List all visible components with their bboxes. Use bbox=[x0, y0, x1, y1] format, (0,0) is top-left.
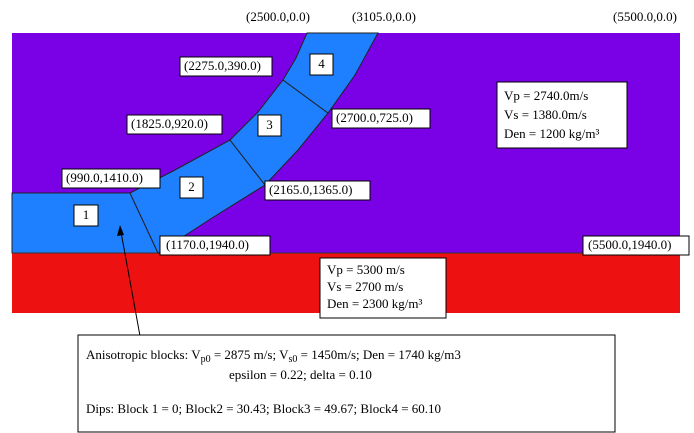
coord-label: (1825.0,920.0) bbox=[131, 116, 208, 131]
block-number: 1 bbox=[83, 207, 90, 222]
block-number: 4 bbox=[318, 56, 325, 71]
property-line: Vp = 5300 m/s bbox=[327, 262, 405, 277]
coord-label: (5500.0,1940.0) bbox=[588, 237, 671, 252]
note-subscript: p0 bbox=[201, 354, 211, 365]
block-number: 3 bbox=[266, 117, 273, 132]
note-text: Anisotropic blocks: V bbox=[86, 347, 201, 362]
note-line: Dips: Block 1 = 0; Block2 = 30.43; Block… bbox=[86, 401, 441, 416]
property-line: Den = 1200 kg/m³ bbox=[504, 126, 599, 141]
coord-label: (2165.0,1365.0) bbox=[269, 182, 352, 197]
coord-label: (2500.0,0.0) bbox=[246, 9, 310, 24]
property-line: Den = 2300 kg/m³ bbox=[327, 296, 422, 311]
coord-label: (2275.0,390.0) bbox=[184, 58, 261, 73]
property-line: Vs = 2700 m/s bbox=[327, 279, 403, 294]
block-number: 2 bbox=[188, 179, 195, 194]
note-text: = 2875 m/s; V bbox=[211, 347, 289, 362]
coord-label: (5500.0,0.0) bbox=[613, 9, 677, 24]
property-line: Vs = 1380.0m/s bbox=[504, 107, 587, 122]
property-line: Vp = 2740.0m/s bbox=[504, 88, 588, 103]
coord-label: (1170.0,1940.0) bbox=[166, 237, 249, 252]
coord-label: (2700.0,725.0) bbox=[336, 110, 413, 125]
note-line: epsilon = 0.22; delta = 0.10 bbox=[229, 367, 372, 382]
note-text: = 1450m/s; Den = 1740 kg/m3 bbox=[297, 347, 460, 362]
coord-label: (3105.0,0.0) bbox=[352, 9, 416, 24]
note-subscript: s0 bbox=[288, 354, 297, 365]
coord-label: (990.0,1410.0) bbox=[66, 170, 143, 185]
diagram: (2500.0,0.0) (3105.0,0.0) (5500.0,0.0) (… bbox=[0, 0, 694, 433]
